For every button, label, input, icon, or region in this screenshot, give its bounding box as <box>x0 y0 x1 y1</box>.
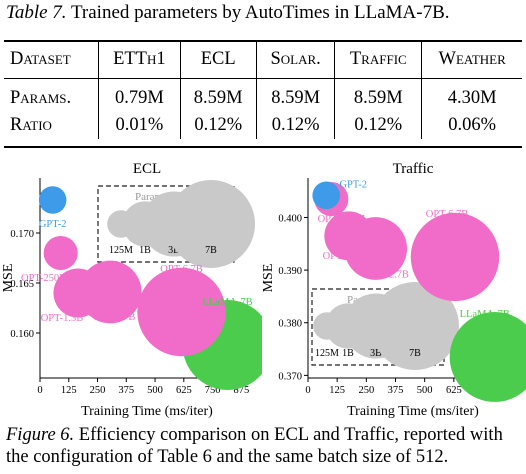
row-label-params: Params. <box>10 88 72 108</box>
figure-caption: Figure 6. Efficiency comparison on ECL a… <box>6 424 522 468</box>
traffic-bubble-gpt-2 <box>312 181 341 210</box>
ecl-y-tick-label: 0.165 <box>10 279 34 290</box>
traffic-x-tick-label: 500 <box>417 385 433 396</box>
traffic-legend-label-1b: 1B <box>342 348 354 359</box>
table-bottom-rule <box>4 146 522 148</box>
ecl-x-tick-label: 875 <box>233 385 249 396</box>
ecl-bubble-opt-6-7b <box>137 267 226 357</box>
params-table: Dataset ETTh1 ECL Solar. Traffic Weather… <box>4 40 522 139</box>
ecl-params-legend <box>97 185 235 263</box>
traffic-point-label-llama-7b: LLaMA-7B <box>460 309 510 320</box>
ecl-bubble-opt-1-3b <box>53 268 103 318</box>
ecl-bubble-chart: ECL 0 125 250 375 500 625 750 875 0.160 0.165 0.170… <box>1 161 262 419</box>
ecl-x-tick-label: 125 <box>61 385 77 396</box>
ecl-point-label-opt-250m: OPT-250M <box>21 273 69 284</box>
traffic-bubble-opt-1-3b <box>324 211 374 261</box>
traffic-x-tick-label: 375 <box>388 385 404 396</box>
traffic-y-tick-label: 0.370 <box>278 371 302 382</box>
ecl-chart-title: ECL <box>133 161 161 177</box>
cell-ratio-traffic: 0.12% <box>334 112 422 139</box>
ecl-legend-label-125m: 125M <box>109 245 133 256</box>
ecl-legend-label-3b: 3B <box>168 245 180 256</box>
cell-params-solar: 8.59M <box>255 78 335 112</box>
ecl-legend-label-1b: 1B <box>139 245 151 256</box>
ecl-x-axis-label: Training Time (ms/iter) <box>81 404 213 419</box>
ecl-bubble-gpt-2 <box>38 186 67 214</box>
traffic-x-tick-label: 625 <box>446 385 462 396</box>
traffic-point-label-opt-2-7b: OPT-2.7B <box>366 270 409 281</box>
row-label-ratio: Ratio <box>10 115 52 135</box>
traffic-point-label-opt-6-7b: OPT-6.7B <box>426 209 469 220</box>
cell-ratio-weather: 0.06% <box>421 112 522 139</box>
traffic-point-label-opt-250m: OPT-250M <box>318 214 366 225</box>
traffic-y-tick-label: 0.400 <box>278 213 302 224</box>
ecl-point-label-opt-1-3b: OPT-1.3B <box>41 313 84 324</box>
traffic-x-axis-label: Training Time (ms/iter) <box>347 404 479 419</box>
traffic-y-tick-label: 0.390 <box>278 266 302 277</box>
header-traffic: Traffic <box>334 40 422 79</box>
ecl-x-tick-label: 750 <box>205 385 221 396</box>
ecl-y-axis-label: MSE <box>1 264 16 293</box>
header-etth1: ETTh1 <box>98 40 181 79</box>
traffic-x-tick-label: 250 <box>358 385 374 396</box>
traffic-y-axis-label: MSE <box>262 264 276 293</box>
traffic-point-label-gpt-2: GPT-2 <box>339 179 367 190</box>
header-weather: Weather <box>421 40 522 79</box>
ecl-point-label-opt-6-7b: OPT-6.7B <box>160 264 203 275</box>
ecl-x-tick-label: 500 <box>147 385 163 396</box>
cell-ratio-etth1: 0.01% <box>98 112 181 139</box>
ecl-x-tick-label: 250 <box>90 385 106 396</box>
traffic-legend-label-3b: 3B <box>370 348 382 359</box>
cell-ratio-ecl: 0.12% <box>179 112 257 139</box>
table-row-ratio: Ratio 0.01% 0.12% 0.12% 0.12% 0.06% <box>4 112 522 139</box>
traffic-point-label-opt-1-3b: OPT-1.3B <box>323 251 366 262</box>
table-header-row: Dataset ETTh1 ECL Solar. Traffic Weather <box>4 40 522 79</box>
traffic-y-tick-label: 0.380 <box>278 319 302 330</box>
traffic-legend-label-125m: 125M <box>315 348 339 359</box>
header-solar: Solar. <box>255 40 335 79</box>
table-caption: Table 7. Trained parameters by AutoTimes… <box>6 2 450 24</box>
traffic-legend-label-7b: 7B <box>409 348 421 359</box>
cell-params-traffic: 8.59M <box>334 78 422 112</box>
header-dataset: Dataset <box>4 40 99 79</box>
cell-params-ecl: 8.59M <box>179 78 257 112</box>
ecl-point-label-llama-7b: LLaMA-7B <box>202 297 252 308</box>
figure-caption-label: Figure 6. <box>6 425 75 445</box>
ecl-legend-label-7b: 7B <box>205 245 217 256</box>
ecl-legend-bubble-7b <box>167 180 255 268</box>
ecl-point-label-gpt-2: GPT-2 <box>39 219 67 230</box>
ecl-x-tick-label: 625 <box>176 385 192 396</box>
figure-caption-text: Efficiency comparison on ECL and Traffic… <box>6 425 503 467</box>
ecl-y-tick-label: 0.160 <box>10 329 34 340</box>
traffic-x-tick-label: 125 <box>329 385 345 396</box>
cell-ratio-solar: 0.12% <box>255 112 335 139</box>
ecl-bubble-opt-250m <box>43 235 78 271</box>
cell-params-weather: 4.30M <box>421 78 522 112</box>
traffic-bubble-chart: Traffic01252503755006257508750.3700.3800… <box>262 161 526 419</box>
table-caption-label: Table 7. <box>6 2 67 23</box>
cell-params-etth1: 0.79M <box>98 78 181 112</box>
ecl-y-tick-label: 0.170 <box>10 229 34 240</box>
traffic-bubble-llama-7b <box>449 311 526 402</box>
ecl-point-label-opt-2-7b: OPT-2.7B <box>93 312 136 323</box>
table-row-params: Params. 0.79M 8.59M 8.59M 8.59M 4.30M <box>4 78 522 112</box>
traffic-bubble-opt-6-7b <box>410 212 500 302</box>
traffic-chart-title: Traffic <box>393 161 434 177</box>
traffic-legend-bubble-7b <box>371 282 459 370</box>
ecl-x-tick-label: 375 <box>118 385 134 396</box>
header-ecl: ECL <box>179 40 257 79</box>
ecl-x-tick-label: 0 <box>37 385 42 396</box>
traffic-x-tick-label: 0 <box>305 385 310 396</box>
table-caption-text: Trained parameters by AutoTimes in LLaMA… <box>70 2 450 23</box>
